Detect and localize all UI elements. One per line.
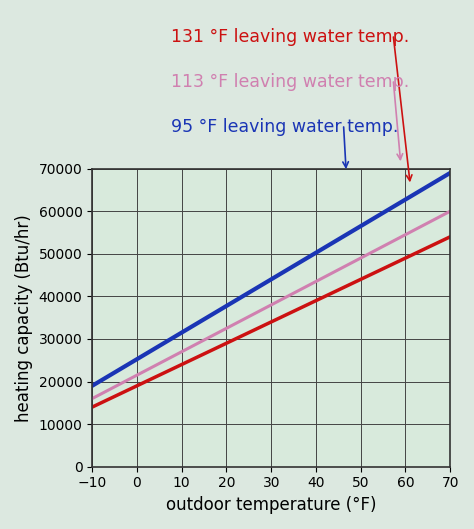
Text: 95 °F leaving water temp.: 95 °F leaving water temp.	[171, 118, 398, 136]
Text: 113 °F leaving water temp.: 113 °F leaving water temp.	[171, 73, 409, 91]
Y-axis label: heating capacity (Btu/hr): heating capacity (Btu/hr)	[15, 214, 33, 422]
Text: 131 °F leaving water temp.: 131 °F leaving water temp.	[171, 28, 409, 46]
X-axis label: outdoor temperature (°F): outdoor temperature (°F)	[166, 496, 376, 514]
